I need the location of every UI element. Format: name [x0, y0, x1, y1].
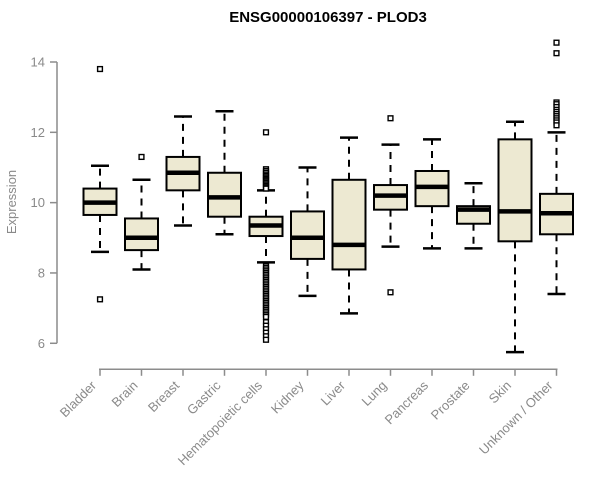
x-tick-label-kidney: Kidney [268, 377, 307, 416]
boxplot-liver [331, 136, 367, 315]
boxplot-pancreas [414, 138, 450, 250]
x-tick-label-skin: Skin [486, 378, 514, 406]
boxplot-hematopoietic-cells [248, 129, 284, 343]
outlier-point [553, 50, 560, 57]
boxplot-prostate [456, 182, 491, 250]
x-tick-label-pancreas: Pancreas [382, 377, 432, 427]
boxplot-gastric [207, 109, 242, 236]
y-tick-label: 6 [38, 336, 45, 351]
outlier-point [262, 129, 270, 136]
outlier-point [262, 185, 270, 192]
outlier-point [262, 336, 270, 343]
x-tick-label-brain: Brain [109, 378, 141, 410]
outlier-point [96, 65, 104, 73]
x-tick-label-gastric: Gastric [184, 377, 224, 417]
box-series [82, 39, 574, 354]
x-tick-label-breast: Breast [145, 378, 182, 415]
iqr-box [124, 217, 159, 252]
outlier-point [553, 122, 560, 129]
boxplot-kidney [290, 166, 325, 298]
x-tick-label-unknown-other: Unknown / Other [476, 377, 556, 457]
outlier-point [387, 289, 394, 296]
boxplot-skin [497, 120, 533, 354]
iqr-box [497, 138, 533, 243]
y-tick-label: 10 [31, 195, 45, 210]
y-axis-label: Expression [4, 170, 19, 234]
boxplot-bladder [82, 65, 118, 303]
boxplot-breast [165, 115, 201, 227]
x-tick-label-prostate: Prostate [428, 378, 473, 423]
y-tick-label: 8 [38, 265, 45, 280]
x-tick-label-bladder: Bladder [57, 377, 100, 420]
y-axis: 6 8 10 12 14 [31, 55, 58, 351]
y-tick-label: 12 [31, 125, 45, 140]
boxplot-lung [373, 115, 408, 296]
chart-title: ENSG00000106397 - PLOD3 [229, 9, 427, 26]
outlier-point [138, 153, 145, 161]
iqr-box [207, 171, 242, 218]
outlier-point [387, 115, 394, 122]
outlier-point [262, 313, 270, 321]
x-tick-label-liver: Liver [318, 377, 349, 408]
boxplot-unknown-other [539, 39, 574, 296]
iqr-box [331, 178, 367, 271]
iqr-box [290, 210, 325, 260]
x-tick-label-lung: Lung [359, 378, 390, 409]
boxplot-brain [124, 153, 159, 271]
y-tick-label: 14 [31, 55, 45, 70]
outlier-point [96, 296, 104, 303]
outlier-point [553, 39, 560, 46]
